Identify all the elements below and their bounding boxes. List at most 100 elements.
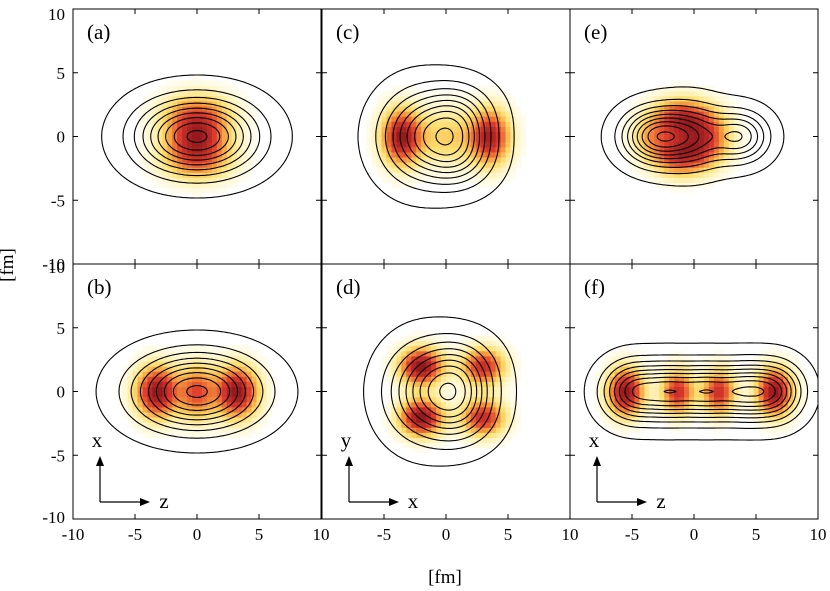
- density-cell: [246, 360, 253, 367]
- density-cell: [231, 396, 238, 403]
- density-cell: [231, 121, 238, 127]
- panel-e: (e): [569, 8, 819, 265]
- density-cell: [708, 411, 715, 418]
- density-cell: [450, 422, 457, 428]
- density-cell: [411, 432, 417, 438]
- density-cell: [748, 396, 755, 403]
- density-cell: [495, 360, 502, 367]
- density-cell: [231, 360, 238, 367]
- density-cell: [689, 105, 695, 112]
- density-cell: [460, 350, 467, 357]
- density-cell: [152, 126, 158, 132]
- density-cell: [465, 121, 472, 127]
- contour-line: [656, 131, 675, 142]
- density-cell: [803, 401, 809, 408]
- density-cell: [192, 371, 198, 377]
- density-cell: [371, 136, 378, 143]
- density-cell: [718, 146, 725, 153]
- density-cell: [485, 335, 492, 342]
- density-cell: [142, 391, 148, 398]
- density-cell: [401, 366, 407, 372]
- density-cell: [216, 187, 223, 194]
- density-cell: [679, 80, 685, 87]
- density-cell: [500, 167, 507, 173]
- density-cell: [386, 95, 393, 102]
- density-cell: [624, 345, 631, 352]
- density-cell: [460, 386, 467, 393]
- density-cell: [485, 411, 492, 418]
- density-cell: [206, 80, 213, 87]
- density-cell: [679, 396, 685, 403]
- density-cell: [490, 406, 497, 413]
- density-cell: [177, 116, 183, 122]
- density-cell: [152, 162, 158, 168]
- density-cell: [495, 386, 502, 393]
- density-cell: [446, 401, 452, 408]
- density-cell: [182, 376, 188, 382]
- density-cell: [644, 121, 650, 127]
- density-cell: [142, 350, 148, 357]
- density-cell: [231, 432, 238, 438]
- density-cell: [460, 167, 467, 173]
- density-cell: [167, 355, 173, 362]
- density-cell: [475, 340, 482, 347]
- density-cell: [490, 177, 497, 183]
- density-cell: [256, 396, 263, 403]
- density-cell: [505, 355, 512, 362]
- density-cell: [137, 141, 144, 148]
- density-cell: [649, 141, 655, 148]
- density-cell: [639, 366, 645, 372]
- density-cell: [733, 105, 740, 112]
- density-cell: [609, 427, 616, 433]
- density-cell: [515, 406, 521, 413]
- density-cell: [768, 355, 774, 362]
- density-cell: [211, 105, 218, 112]
- density-cell: [644, 162, 650, 168]
- density-cell: [231, 156, 238, 163]
- density-cell: [708, 111, 715, 117]
- density-cell: [182, 422, 188, 428]
- density-cell: [465, 417, 472, 423]
- density-cell: [718, 360, 725, 367]
- density-cell: [475, 401, 482, 408]
- density-cell: [152, 376, 158, 382]
- density-cell: [495, 401, 502, 408]
- density-cell: [187, 85, 193, 92]
- density-cell: [753, 376, 760, 382]
- density-cell: [197, 136, 203, 143]
- density-cell: [182, 411, 188, 418]
- density-cell: [460, 136, 467, 143]
- density-cell: [386, 146, 393, 153]
- density-cell: [221, 167, 228, 173]
- density-cell: [187, 432, 193, 438]
- density-cell: [659, 366, 665, 372]
- density-cell: [455, 100, 462, 107]
- density-cell: [520, 136, 526, 143]
- density-cell: [639, 141, 645, 148]
- density-cell: [723, 355, 730, 362]
- density-cell: [723, 146, 730, 153]
- density-cell: [694, 85, 700, 92]
- density-cell: [401, 172, 407, 178]
- density-cell: [256, 360, 263, 367]
- density-cell: [216, 182, 223, 189]
- density-cell: [147, 422, 153, 428]
- density-cell: [152, 422, 158, 428]
- density-cell: [152, 350, 158, 357]
- density-cell: [718, 100, 725, 107]
- density-cell: [436, 350, 442, 357]
- density-cell: [495, 151, 502, 158]
- density-cell: [406, 126, 412, 132]
- density-cell: [783, 360, 789, 367]
- density-cell: [216, 396, 223, 403]
- density-cell: [426, 422, 432, 428]
- density-cell: [679, 360, 685, 367]
- density-cell: [251, 371, 258, 377]
- density-cell: [396, 396, 402, 403]
- density-cell: [436, 355, 442, 362]
- density-cell: [723, 121, 730, 127]
- density-cell: [490, 350, 497, 357]
- density-cell: [416, 141, 422, 148]
- density-cell: [629, 360, 636, 367]
- density-cell: [137, 146, 144, 153]
